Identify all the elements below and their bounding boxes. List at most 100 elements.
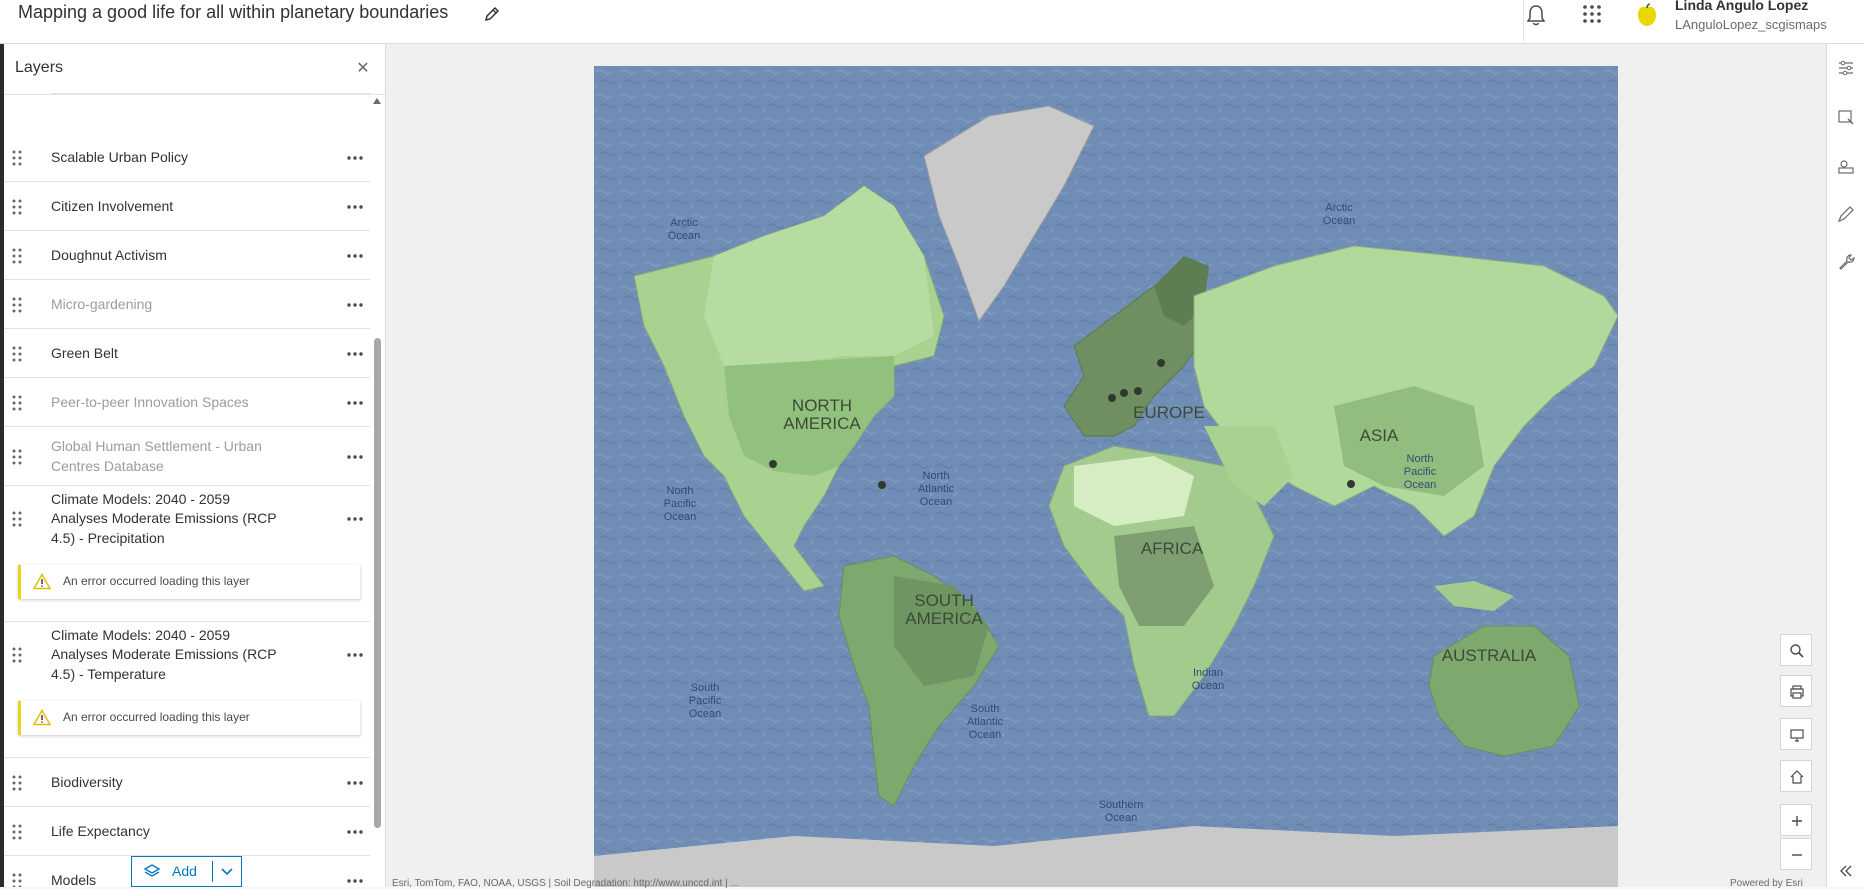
more-options-icon[interactable] bbox=[344, 296, 366, 314]
layer-label: Micro-gardening bbox=[51, 295, 153, 312]
more-options-icon[interactable] bbox=[344, 448, 366, 466]
layer-item[interactable]: Climate Models: 2040 - 2059 Analyses Mod… bbox=[4, 486, 370, 622]
print-button[interactable] bbox=[1780, 675, 1812, 707]
layer-error-message: An error occurred loading this layer bbox=[63, 574, 250, 588]
layer-label: Biodiversity bbox=[51, 773, 123, 790]
app-header: Mapping a good life for all within plane… bbox=[0, 0, 1864, 44]
properties-sliders-icon[interactable] bbox=[1836, 58, 1856, 78]
layer-item[interactable]: Green Belt bbox=[4, 329, 370, 378]
indonesia-islands bbox=[1434, 581, 1514, 611]
label-south-america: SOUTH AMERICA bbox=[905, 591, 983, 628]
brazil-region bbox=[894, 576, 989, 686]
list-top-edge bbox=[51, 88, 371, 94]
zoom-out-button[interactable] bbox=[1780, 838, 1812, 870]
layer-item[interactable]: Doughnut Activism bbox=[4, 231, 370, 280]
drag-handle-icon[interactable] bbox=[10, 774, 24, 792]
powered-by-esri[interactable]: Powered by Esri bbox=[1730, 878, 1803, 889]
styles-icon[interactable] bbox=[1836, 107, 1856, 127]
drag-handle-icon[interactable] bbox=[10, 448, 24, 466]
label-asia: ASIA bbox=[1360, 426, 1399, 445]
drag-handle-icon[interactable] bbox=[10, 296, 24, 314]
bell-icon[interactable] bbox=[1525, 3, 1547, 27]
usa-region bbox=[724, 356, 894, 476]
label-africa: AFRICA bbox=[1141, 539, 1204, 558]
layer-label: Doughnut Activism bbox=[51, 246, 167, 263]
layers-panel: Layers ✕ Scalable Urban Policy Citizen In… bbox=[0, 44, 386, 887]
drag-handle-icon[interactable] bbox=[10, 646, 24, 664]
layer-item[interactable]: Citizen Involvement bbox=[4, 182, 370, 231]
user-avatar-icon[interactable] bbox=[1636, 3, 1658, 27]
more-options-icon[interactable] bbox=[344, 774, 366, 792]
fullscreen-button[interactable] bbox=[1780, 718, 1812, 750]
drag-handle-icon[interactable] bbox=[10, 247, 24, 265]
layers-panel-header: Layers ✕ bbox=[4, 44, 385, 95]
print-icon bbox=[1790, 685, 1804, 699]
layer-label: Green Belt bbox=[51, 344, 118, 361]
zoom-in-button[interactable] bbox=[1780, 804, 1812, 836]
layer-item[interactable]: Peer-to-peer Innovation Spaces bbox=[4, 378, 370, 427]
china-region bbox=[1334, 386, 1484, 496]
layer-item[interactable]: Global Human Settlement - Urban Centres … bbox=[4, 427, 370, 486]
search-button[interactable] bbox=[1780, 634, 1812, 666]
layer-item[interactable]: Life Expectancy bbox=[4, 807, 370, 856]
layer-error-message: An error occurred loading this layer bbox=[63, 710, 250, 724]
more-options-icon[interactable] bbox=[344, 345, 366, 363]
ocean-label-south-atlantic: South Atlantic Ocean bbox=[967, 703, 1004, 741]
warning-triangle-icon bbox=[33, 573, 51, 590]
drag-handle-icon[interactable] bbox=[10, 198, 24, 216]
more-options-icon[interactable] bbox=[344, 247, 366, 265]
layer-label: Models bbox=[51, 871, 97, 887]
drag-handle-icon[interactable] bbox=[10, 345, 24, 363]
add-button[interactable]: Add bbox=[132, 857, 212, 886]
close-icon[interactable]: ✕ bbox=[356, 60, 370, 77]
more-options-icon[interactable] bbox=[344, 646, 366, 664]
chevron-double-left-icon[interactable] bbox=[1838, 863, 1854, 879]
drag-handle-icon[interactable] bbox=[10, 394, 24, 412]
world-map[interactable]: NORTH AMERICA SOUTH AMERICA EUROPE AFRICA … bbox=[594, 66, 1618, 887]
more-options-icon[interactable] bbox=[344, 394, 366, 412]
ocean-label-arctic-left: Arctic Ocean bbox=[668, 217, 700, 242]
scrollbar-thumb[interactable] bbox=[374, 338, 381, 828]
chevron-down-icon[interactable] bbox=[218, 862, 236, 880]
configure-popups-icon[interactable] bbox=[1836, 156, 1856, 176]
label-europe: EUROPE bbox=[1133, 403, 1205, 422]
layer-label: Life Expectancy bbox=[51, 822, 150, 839]
drag-handle-icon[interactable] bbox=[10, 823, 24, 841]
more-options-icon[interactable] bbox=[344, 510, 366, 528]
more-options-icon[interactable] bbox=[344, 198, 366, 216]
label-north-america: NORTH AMERICA bbox=[783, 396, 861, 433]
map-pin-markers[interactable] bbox=[769, 359, 1355, 489]
wrench-icon[interactable] bbox=[1836, 252, 1856, 272]
antarctica-landmass bbox=[594, 826, 1618, 887]
drag-handle-icon[interactable] bbox=[10, 149, 24, 167]
drag-handle-icon[interactable] bbox=[10, 872, 24, 888]
scroll-up-arrow-icon[interactable] bbox=[372, 96, 382, 106]
user-name[interactable]: Linda Angulo Lopez bbox=[1675, 0, 1809, 13]
layer-item[interactable]: Biodiversity bbox=[4, 758, 370, 807]
ocean-label-north-atlantic: North Atlantic Ocean bbox=[918, 470, 955, 508]
ocean-label-north-pacific-right: North Pacific Ocean bbox=[1404, 453, 1437, 491]
central-africa-region bbox=[1114, 526, 1214, 626]
home-button[interactable] bbox=[1780, 760, 1812, 792]
ocean-label-arctic-right: Arctic Ocean bbox=[1323, 202, 1355, 227]
layer-label: Citizen Involvement bbox=[51, 197, 174, 214]
sketch-pen-icon[interactable] bbox=[1836, 204, 1856, 224]
ocean-label-indian: Indian Ocean bbox=[1192, 667, 1224, 692]
layer-item[interactable]: Micro-gardening bbox=[4, 280, 370, 329]
layer-item[interactable]: Scalable Urban Policy bbox=[4, 133, 370, 182]
drag-handle-icon[interactable] bbox=[10, 510, 24, 528]
australia-landmass bbox=[1428, 625, 1580, 757]
pencil-icon[interactable] bbox=[483, 5, 501, 23]
more-options-icon[interactable] bbox=[344, 149, 366, 167]
layer-item[interactable]: Climate Models: 2040 - 2059 Analyses Mod… bbox=[4, 622, 370, 758]
monitor-icon bbox=[1790, 729, 1804, 742]
home-icon bbox=[1790, 770, 1804, 784]
layer-item[interactable]: Models bbox=[4, 856, 370, 887]
more-options-icon[interactable] bbox=[344, 872, 366, 888]
more-options-icon[interactable] bbox=[344, 823, 366, 841]
settings-action-bar bbox=[1826, 44, 1864, 887]
page-title: Mapping a good life for all within plane… bbox=[18, 2, 449, 22]
app-launcher-grid-icon[interactable] bbox=[1582, 4, 1602, 24]
layers-icon bbox=[143, 864, 161, 877]
add-layer-split-button: Add bbox=[131, 856, 242, 887]
